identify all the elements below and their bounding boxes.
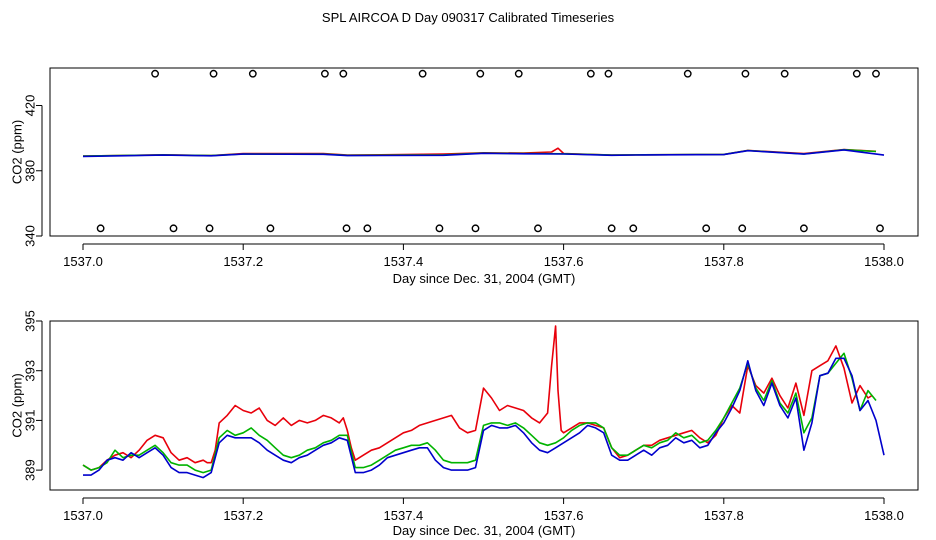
x-tick-label: 1537.4 bbox=[384, 254, 424, 269]
x-axis-label: Day since Dec. 31, 2004 (GMT) bbox=[393, 271, 576, 286]
y-axis-label: CO2 (ppm) bbox=[9, 120, 24, 184]
x-tick-label: 1537.6 bbox=[544, 508, 584, 523]
calibration-marker bbox=[800, 224, 808, 233]
calibration-marker bbox=[607, 224, 616, 233]
calibration-marker bbox=[876, 224, 884, 233]
series-line-blue bbox=[82, 149, 885, 158]
y-axis-label: CO2 (ppm) bbox=[9, 373, 24, 437]
y-tick-label: 340 bbox=[22, 225, 37, 247]
x-tick-label: 1537.6 bbox=[544, 254, 584, 269]
calibration-marker bbox=[738, 224, 747, 233]
calibration-marker bbox=[872, 69, 880, 78]
plot-frame bbox=[49, 320, 919, 491]
x-axis-label: Day since Dec. 31, 2004 (GMT) bbox=[393, 523, 576, 538]
calibration-marker bbox=[339, 69, 348, 78]
calibration-marker bbox=[741, 69, 750, 78]
calibration-marker bbox=[852, 69, 861, 78]
y-tick-label: 420 bbox=[22, 95, 37, 117]
y-tick-label: 389 bbox=[22, 459, 37, 481]
x-tick-label: 1537.0 bbox=[63, 254, 103, 269]
calibration-marker bbox=[586, 69, 595, 78]
calibration-marker bbox=[266, 224, 275, 233]
calibration-marker bbox=[321, 69, 329, 78]
x-tick-label: 1537.0 bbox=[63, 508, 103, 523]
y-tick-label: 393 bbox=[22, 360, 37, 382]
calibration-marker bbox=[418, 69, 427, 78]
x-tick-label: 1537.2 bbox=[223, 254, 263, 269]
calibration-marker bbox=[209, 69, 218, 78]
x-tick-label: 1537.8 bbox=[704, 508, 744, 523]
x-tick-label: 1537.8 bbox=[704, 254, 744, 269]
calibration-marker bbox=[96, 224, 105, 233]
calibration-marker bbox=[248, 69, 257, 78]
y-tick-label: 395 bbox=[22, 310, 37, 332]
y-tick-label: 391 bbox=[22, 410, 37, 432]
calibration-marker bbox=[514, 69, 523, 78]
calibration-marker bbox=[435, 224, 444, 233]
calibration-marker bbox=[629, 224, 638, 233]
x-tick-label: 1537.4 bbox=[384, 508, 424, 523]
series-line-red bbox=[82, 325, 873, 471]
plot-frame bbox=[49, 67, 919, 237]
calibration-marker bbox=[205, 224, 214, 233]
calibration-marker bbox=[476, 69, 485, 78]
calibration-marker bbox=[534, 224, 542, 233]
calibration-marker bbox=[342, 224, 351, 233]
calibration-marker bbox=[780, 69, 789, 78]
calibration-marker bbox=[363, 224, 372, 233]
calibration-marker bbox=[604, 69, 613, 78]
calibration-marker bbox=[169, 224, 178, 233]
x-tick-label: 1538.0 bbox=[864, 254, 904, 269]
figure-title: SPL AIRCOA D Day 090317 Calibrated Times… bbox=[322, 10, 615, 25]
calibration-marker bbox=[471, 224, 480, 233]
x-tick-label: 1537.2 bbox=[223, 508, 263, 523]
calibration-marker bbox=[683, 69, 692, 78]
bottom-panel: 1537.0 1537.2 1537.4 1537.6 1537.8 1538.0 Day … bbox=[9, 310, 919, 538]
series-line-blue bbox=[83, 357, 885, 479]
calibration-marker bbox=[702, 224, 711, 233]
calibration-marker bbox=[151, 69, 159, 78]
x-tick-label: 1538.0 bbox=[864, 508, 904, 523]
top-panel: 1537.0 1537.2 1537.4 1537.6 1537.8 1538.0 Day … bbox=[9, 67, 919, 286]
y-tick-label: 380 bbox=[22, 160, 37, 182]
